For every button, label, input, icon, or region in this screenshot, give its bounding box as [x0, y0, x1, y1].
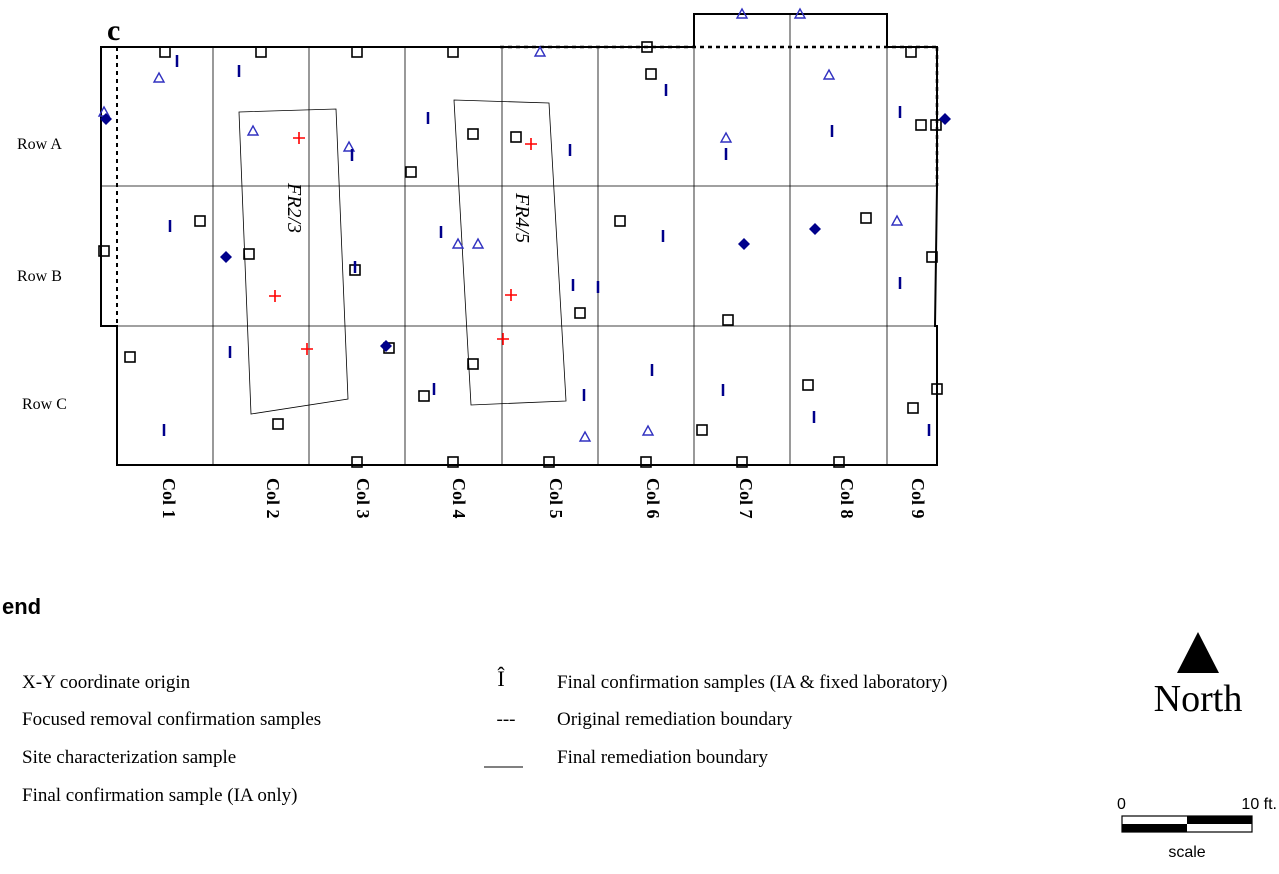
site-characterization-sample-marker — [645, 68, 657, 80]
focused-removal-sample-marker — [822, 68, 836, 80]
col-label-1: Col 1 — [159, 478, 179, 519]
legend-title: end — [2, 594, 41, 619]
site-characterization-sample-marker — [255, 46, 267, 58]
origin-marker — [939, 113, 951, 125]
final-confirmation-ia-marker — [269, 290, 281, 302]
site-characterization-sample-marker — [722, 314, 734, 326]
site-characterization-sample-marker — [124, 351, 136, 363]
site-characterization-sample-marker — [931, 383, 943, 395]
final-confirmation-ia-marker — [301, 343, 313, 355]
north-label: North — [1154, 678, 1243, 720]
site-characterization-sample-marker — [418, 390, 430, 402]
area-fr23 — [238, 108, 349, 415]
column-labels: Col 1 Col 2 Col 3 Col 4 Col 5 Col 6 Col … — [159, 478, 928, 519]
legend-symbol-tick: Î — [497, 666, 505, 691]
site-characterization-sample-marker — [802, 379, 814, 391]
focused-removal-sample-marker — [451, 237, 465, 249]
site-characterization-sample-marker — [641, 41, 653, 53]
focused-removal-sample-marker — [735, 7, 749, 19]
focused-removal-sample-marker — [342, 140, 356, 152]
col-label-9: Col 9 — [908, 478, 928, 519]
origin-marker — [100, 113, 112, 125]
site-characterization-sample-marker — [930, 119, 942, 131]
col-label-5: Col 5 — [546, 478, 566, 519]
scale-start: 0 — [1117, 796, 1126, 813]
area-fr45 — [453, 99, 567, 406]
focused-removal-sample-marker — [890, 214, 904, 226]
north-arrow-icon — [1177, 632, 1219, 673]
site-characterization-sample-marker — [915, 119, 927, 131]
final-confirmation-ia-marker — [497, 333, 509, 345]
legend-item-site: Site characterization sample — [22, 747, 236, 768]
legend-item-final-ia: Final confirmation sample (IA only) — [22, 785, 297, 806]
origin-marker — [809, 223, 821, 235]
col-label-8: Col 8 — [837, 478, 857, 519]
scale-bar — [1121, 815, 1253, 833]
area-label-fr45: FR4/5 — [511, 192, 533, 243]
sample-symbols — [97, 7, 951, 468]
panel-label: c — [107, 14, 120, 47]
site-characterization-sample-marker — [351, 456, 363, 468]
area-label-fr23: FR2/3 — [283, 182, 305, 233]
site-characterization-sample-marker — [194, 215, 206, 227]
site-characterization-sample-marker — [574, 307, 586, 319]
col-label-7: Col 7 — [736, 478, 756, 519]
col-label-4: Col 4 — [449, 478, 469, 519]
site-characterization-sample-marker — [159, 46, 171, 58]
legend-item-original-boundary: Original remediation boundary — [557, 709, 793, 730]
site-characterization-sample-marker — [905, 46, 917, 58]
legend-item-focused: Focused removal confirmation samples — [22, 709, 321, 730]
site-characterization-sample-marker — [614, 215, 626, 227]
site-characterization-sample-marker — [447, 46, 459, 58]
site-characterization-sample-marker — [640, 456, 652, 468]
legend-item-origin: X-Y coordinate origin — [22, 672, 191, 693]
focused-removal-sample-marker — [152, 71, 166, 83]
site-characterization-sample-marker — [243, 248, 255, 260]
origin-marker — [738, 238, 750, 250]
final-confirmation-ia-marker — [505, 289, 517, 301]
row-label-b: Row B — [17, 268, 62, 285]
row-label-c: Row C — [22, 396, 67, 413]
site-characterization-sample-marker — [860, 212, 872, 224]
scale-label: scale — [1168, 844, 1205, 861]
focused-removal-sample-marker — [533, 45, 547, 57]
site-characterization-sample-marker — [926, 251, 938, 263]
site-characterization-sample-marker — [736, 456, 748, 468]
col-label-6: Col 6 — [643, 478, 663, 519]
site-characterization-sample-marker — [907, 402, 919, 414]
origin-marker — [220, 251, 232, 263]
legend-symbol-dashed: --- — [497, 709, 516, 730]
origin-marker — [380, 340, 392, 352]
focused-removal-sample-marker — [641, 424, 655, 436]
legend-item-final-boundary: Final remediation boundary — [557, 747, 769, 768]
site-characterization-sample-marker — [696, 424, 708, 436]
site-characterization-sample-marker — [510, 131, 522, 143]
site-characterization-sample-marker — [543, 456, 555, 468]
final-confirmation-ia-marker — [525, 138, 537, 150]
site-characterization-sample-marker — [351, 46, 363, 58]
focused-removal-sample-marker — [578, 430, 592, 442]
final-confirmation-ia-marker — [293, 132, 305, 144]
site-characterization-sample-marker — [467, 128, 479, 140]
site-characterization-sample-marker — [833, 456, 845, 468]
focused-removal-sample-marker — [793, 7, 807, 19]
site-characterization-sample-marker — [98, 245, 110, 257]
col-label-3: Col 3 — [353, 478, 373, 519]
row-label-a: Row A — [17, 136, 62, 153]
col-label-2: Col 2 — [263, 478, 283, 519]
site-characterization-sample-marker — [405, 166, 417, 178]
legend-item-final-ia-fixed: Final confirmation samples (IA & fixed l… — [557, 672, 947, 693]
focused-removal-sample-marker — [246, 124, 260, 136]
focused-removal-sample-marker — [719, 131, 733, 143]
site-characterization-sample-marker — [447, 456, 459, 468]
scale-end: 10 ft. — [1241, 796, 1277, 813]
grid-lines — [101, 14, 937, 465]
site-characterization-sample-marker — [467, 358, 479, 370]
focused-removal-sample-marker — [471, 237, 485, 249]
site-characterization-sample-marker — [272, 418, 284, 430]
